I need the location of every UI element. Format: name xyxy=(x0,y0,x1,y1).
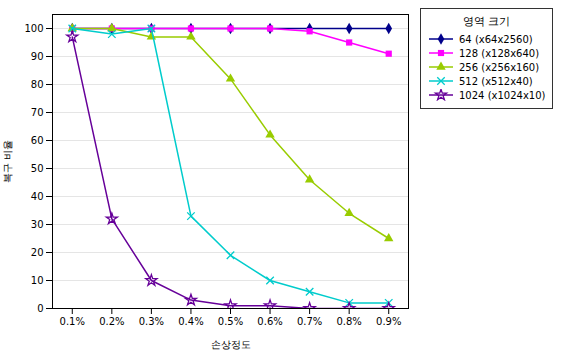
svg-text:0: 0 xyxy=(37,303,43,314)
svg-text:0.8%: 0.8% xyxy=(336,316,361,327)
svg-text:손상정도: 손상정도 xyxy=(211,339,251,350)
svg-text:10: 10 xyxy=(31,275,44,286)
html-text:영역 크기: 영역 크기 xyxy=(463,15,511,28)
svg-text:50: 50 xyxy=(31,163,44,174)
html-text:128 (x128x640): 128 (x128x640) xyxy=(459,47,540,59)
svg-text:20: 20 xyxy=(31,247,44,258)
svg-text:0.2%: 0.2% xyxy=(99,316,124,327)
html-text:1024 (x1024x10): 1024 (x1024x10) xyxy=(459,89,546,101)
svg-text:0.3%: 0.3% xyxy=(139,316,164,327)
svg-text:100: 100 xyxy=(24,23,43,34)
html-text:256 (x256x160): 256 (x256x160) xyxy=(459,61,540,73)
svg-text:복구 비율: 복구 비율 xyxy=(2,140,13,183)
svg-text:80: 80 xyxy=(31,79,44,90)
svg-text:0.1%: 0.1% xyxy=(60,316,85,327)
html-text:64 (x64x2560): 64 (x64x2560) xyxy=(459,33,533,45)
svg-text:0.9%: 0.9% xyxy=(376,316,401,327)
svg-text:30: 30 xyxy=(31,219,44,230)
svg-text:40: 40 xyxy=(31,191,44,202)
svg-text:0.4%: 0.4% xyxy=(178,316,203,327)
svg-text:0.6%: 0.6% xyxy=(257,316,282,327)
svg-text:0.7%: 0.7% xyxy=(297,316,322,327)
svg-text:60: 60 xyxy=(31,135,44,146)
html-text:512 (x512x40): 512 (x512x40) xyxy=(459,75,533,87)
svg-text:90: 90 xyxy=(31,51,44,62)
svg-text:0.5%: 0.5% xyxy=(218,316,243,327)
svg-text:70: 70 xyxy=(31,107,44,118)
